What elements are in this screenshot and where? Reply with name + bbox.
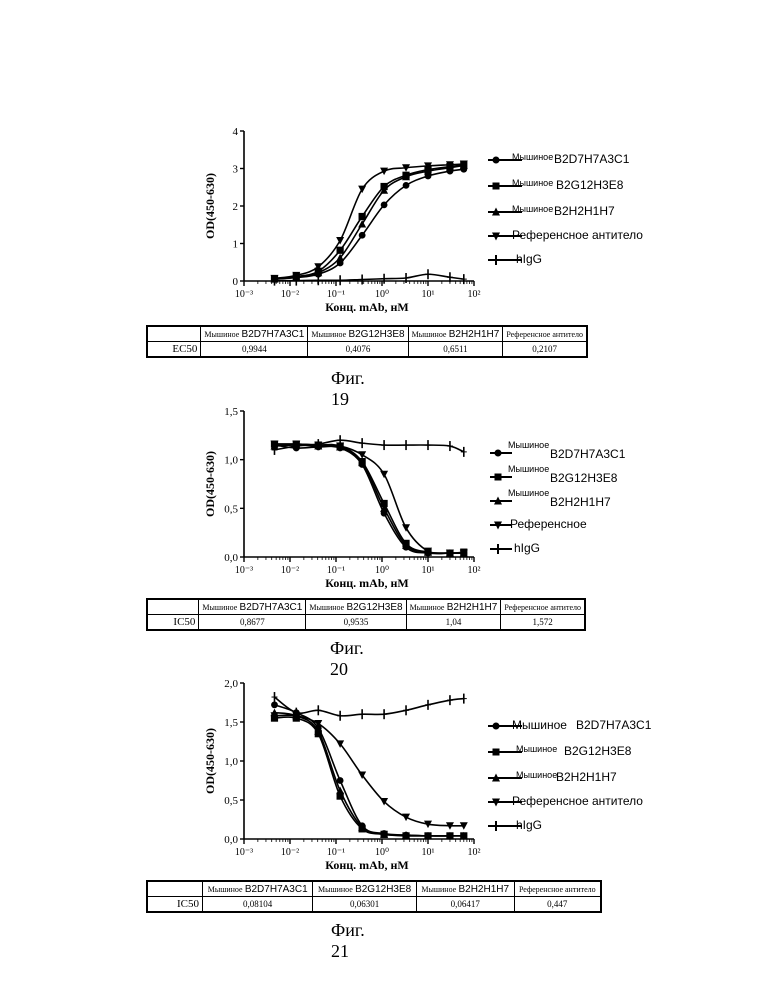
legend-label: B2H2H1H7	[556, 770, 617, 784]
y-tick-label: 2,0	[224, 678, 238, 690]
table-header: Мышиное B2D7H7A3C1	[203, 881, 313, 897]
data-point-plus	[447, 695, 453, 705]
table-header: Референсное антитело	[514, 881, 601, 897]
x-axis-label: Конц. mAb, нМ	[325, 858, 409, 872]
series-line	[274, 697, 463, 716]
series-line	[274, 715, 463, 826]
chart-fig21: 0,0 0,5 1,0 1,5 2,0 10⁻³ 10⁻² 10⁻¹ 10⁰ 10¹ 10² Конц…	[0, 0, 780, 1004]
x-tick-label: 10⁻³	[235, 847, 253, 858]
legend-label: hIgG	[516, 818, 542, 832]
legend-prefix: Мышиное	[516, 770, 557, 780]
y-tick-label: 1,0	[224, 756, 238, 768]
data-point-plus	[403, 705, 409, 715]
data-point-plus	[381, 709, 387, 719]
series-line	[274, 705, 463, 836]
x-tick-label: 10⁰	[375, 847, 389, 858]
results-table-fig21: Мышиное B2D7H7A3C1 Мышиное B2G12H3E8 Мыш…	[146, 880, 602, 913]
data-point-plus	[425, 700, 431, 710]
table-cell: 0,08104	[203, 897, 313, 913]
y-axis-label: OD(450-630)	[203, 728, 217, 794]
series-line	[274, 717, 463, 836]
data-point-plus	[337, 711, 343, 721]
table-header-row: Мышиное B2D7H7A3C1 Мышиное B2G12H3E8 Мыш…	[147, 881, 601, 897]
y-tick-label: 1,5	[224, 717, 238, 729]
data-point-plus	[359, 709, 365, 719]
legend-label: B2G12H3E8	[564, 744, 631, 758]
table-corner	[147, 881, 203, 897]
data-point-circle	[271, 701, 278, 708]
x-tick-label: 10²	[468, 847, 481, 858]
legend-label: Референсное антитело	[512, 794, 643, 808]
x-tick-label: 10⁻¹	[327, 847, 345, 858]
x-tick-label: 10¹	[422, 847, 435, 858]
x-tick-label: 10⁻²	[281, 847, 299, 858]
legend-label: B2D7H7A3C1	[576, 718, 651, 732]
table-cell: 0,447	[514, 897, 601, 913]
table-header: Мышиное B2H2H1H7	[416, 881, 514, 897]
data-point-plus	[461, 694, 467, 704]
data-point-plus	[271, 692, 277, 702]
series-line	[274, 713, 463, 836]
table-cell: 0,06417	[416, 897, 514, 913]
legend-prefix: Мышиное	[516, 744, 557, 754]
legend-prefix: Мышиное	[512, 718, 567, 732]
data-point-triangle-down	[402, 814, 410, 822]
data-point-plus	[315, 705, 321, 715]
y-tick-label: 0,5	[224, 795, 238, 807]
table-row-label: IC50	[147, 897, 203, 913]
legend-fig21: Мышиное B2D7H7A3C1 Мышиное B2G12H3E8 Мыш…	[486, 718, 686, 838]
table-header: Мышиное B2G12H3E8	[313, 881, 416, 897]
figure-caption: Фиг. 21	[331, 920, 365, 962]
y-tick-label: 0,0	[224, 834, 238, 846]
table-cell: 0,06301	[313, 897, 416, 913]
table-row: IC50 0,08104 0,06301 0,06417 0,447	[147, 897, 601, 913]
